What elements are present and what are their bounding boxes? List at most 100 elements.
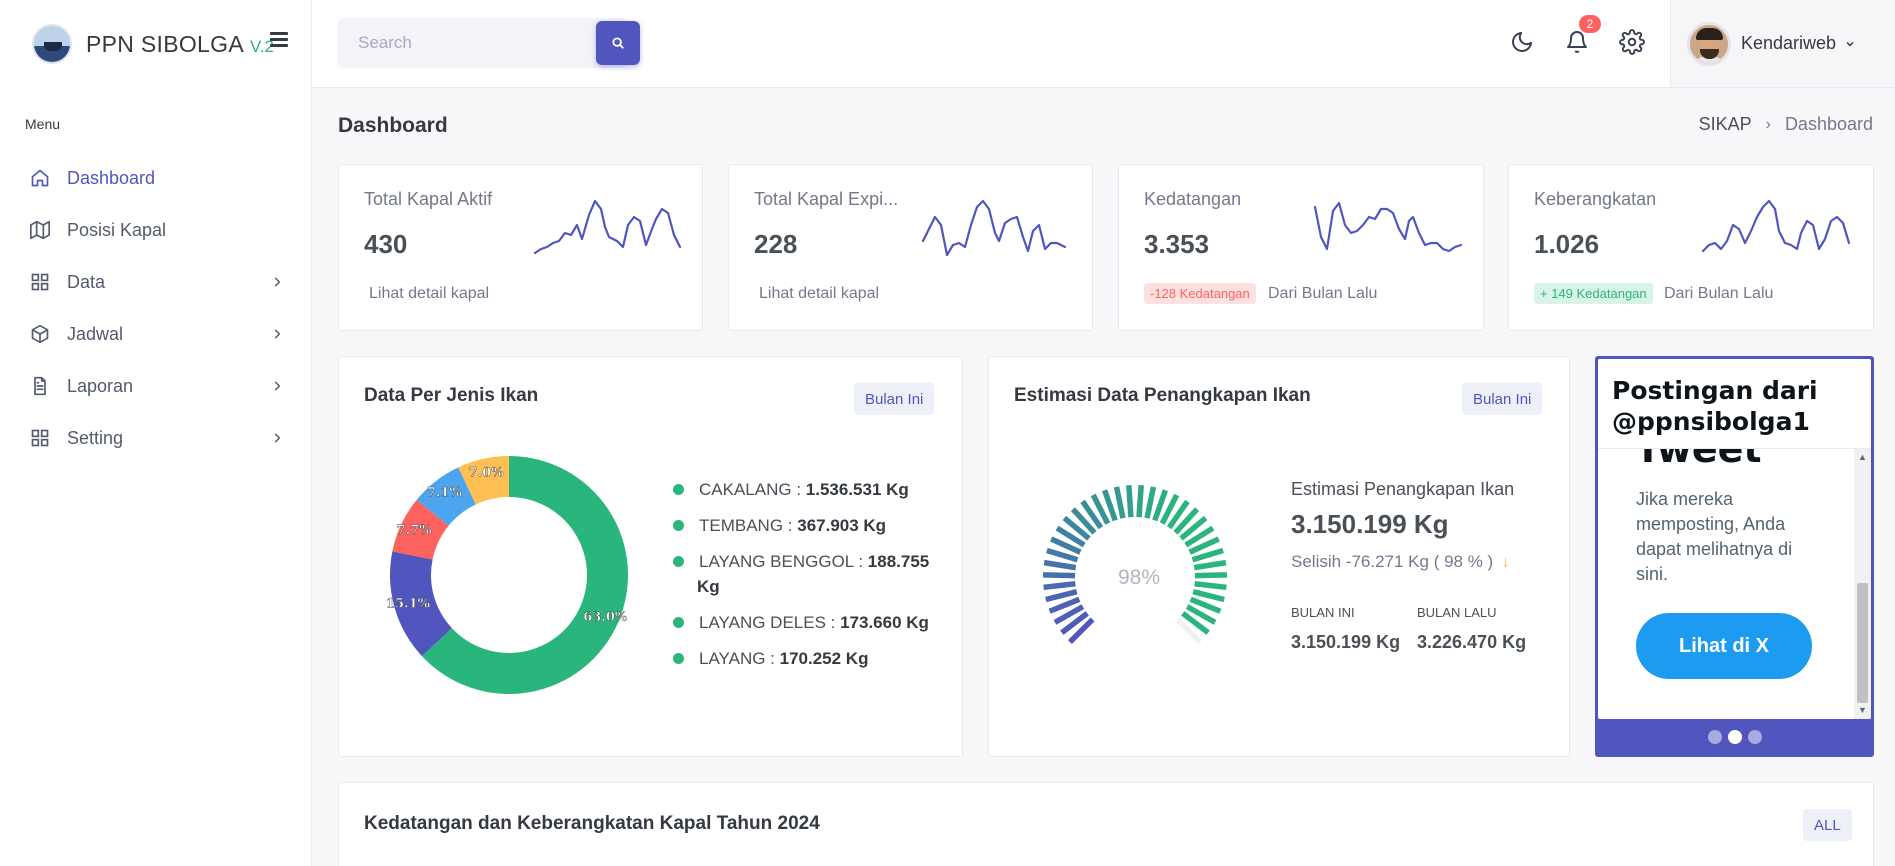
stat-value: 3.353: [1144, 229, 1210, 259]
stat-card-kedatangan: Kedatangan 3.353 -128 Kedatangan Dari Bu…: [1118, 164, 1484, 331]
brand-logo: [32, 24, 72, 64]
brand[interactable]: PPN SIBOLGA V.2: [32, 22, 274, 66]
chevron-right-icon: [274, 329, 281, 339]
legend-dot: [673, 617, 684, 628]
donut-slice[interactable]: [390, 551, 452, 657]
donut-slice[interactable]: [416, 467, 476, 526]
donut-slice-label: 7.0%: [469, 466, 505, 481]
breadcrumb-root[interactable]: SIKAP: [1698, 114, 1752, 134]
sidebar-item-label: Dashboard: [67, 167, 156, 188]
scroll-down-icon[interactable]: ▼: [1858, 705, 1867, 715]
gauge-segment: [1189, 596, 1222, 614]
gauge-percent-label: 98%: [1118, 566, 1160, 589]
chevron-right-icon: ›: [1765, 115, 1771, 133]
search-button[interactable]: [596, 21, 640, 65]
scrollbar-thumb[interactable]: [1857, 583, 1868, 703]
dark-mode-toggle[interactable]: [1508, 28, 1536, 56]
stat-note: Dari Bulan Lalu: [1664, 285, 1774, 302]
donut-slice-label: 7.1%: [427, 485, 463, 500]
stat-detail-link[interactable]: Lihat detail kapal: [759, 285, 880, 302]
gauge-segment: [1188, 536, 1220, 555]
gauge-segment: [1191, 547, 1224, 563]
donut-slice[interactable]: [421, 456, 628, 694]
home-icon: [30, 168, 50, 188]
card-title: Data Per Jenis Ikan: [364, 385, 539, 406]
sparkline-chart: [921, 199, 1067, 257]
menu-toggle-icon[interactable]: [270, 32, 288, 47]
scrollbar[interactable]: ▲ ▼: [1854, 449, 1871, 719]
gauge-segment: [1144, 486, 1157, 519]
gauge-segment: [1043, 559, 1077, 571]
estimation-gauge: 98%: [1042, 485, 1228, 644]
gauge-segment: [1166, 499, 1190, 530]
gauge-segment: [1046, 547, 1079, 563]
stat-label: Total Kapal Aktif: [364, 189, 493, 209]
grid-icon: [30, 272, 50, 292]
gauge-segment: [1152, 489, 1168, 522]
sidebar-item-label: Laporan: [67, 375, 134, 396]
gauge-segment: [1175, 617, 1202, 644]
user-menu[interactable]: Kendariweb: [1670, 0, 1895, 87]
gauge-segment: [1192, 588, 1225, 603]
gauge-segment: [1194, 580, 1227, 591]
gauge-segment: [1060, 611, 1089, 635]
notifications-button[interactable]: 2: [1563, 15, 1601, 56]
gauge-segment: [1113, 486, 1126, 519]
gauge-segment: [1048, 596, 1081, 614]
sidebar-item-data[interactable]: Data: [0, 256, 312, 308]
stat-change-badge: + 149 Kedatangan: [1534, 283, 1653, 304]
moon-icon: [1512, 32, 1532, 52]
chevron-right-icon: [274, 381, 281, 391]
gauge-segment: [1050, 536, 1082, 555]
twitter-embed-card: Tweet Jika mereka memposting, Anda dapat…: [1595, 356, 1874, 757]
gauge-segment: [1068, 617, 1095, 644]
twitter-message: Jika mereka memposting, Anda dapat melih…: [1636, 489, 1793, 584]
period-filter-button[interactable]: Bulan Ini: [1462, 383, 1543, 415]
stat-value: 430: [364, 229, 408, 259]
carousel-dot[interactable]: [1707, 730, 1722, 744]
gauge-segment: [1173, 507, 1200, 535]
legend-dot: [673, 520, 684, 531]
search-input[interactable]: [338, 18, 568, 68]
page-title: Dashboard: [338, 114, 448, 137]
stat-card-total-kapal-aktif: Total Kapal Aktif 430 Lihat detail kapal: [338, 164, 703, 331]
gear-icon: [1619, 29, 1645, 55]
sidebar-item-setting[interactable]: Setting: [0, 412, 312, 464]
period-filter-button[interactable]: ALL: [1803, 809, 1852, 841]
sidebar-item-posisi-kapal[interactable]: Posisi Kapal: [0, 204, 312, 256]
gauge-segment: [1194, 572, 1228, 579]
sidebar-item-jadwal[interactable]: Jadwal: [0, 308, 312, 360]
legend-item: CAKALANG : 1.536.531 Kg: [671, 477, 931, 502]
carousel-dot[interactable]: [1747, 730, 1762, 744]
stat-label: Total Kapal Expi...: [754, 189, 899, 209]
donut-slice[interactable]: [392, 499, 449, 560]
gauge-segment: [1185, 604, 1217, 625]
scroll-up-icon[interactable]: ▲: [1858, 452, 1867, 462]
view-on-x-button[interactable]: Lihat di X: [1636, 613, 1812, 679]
donut-slice[interactable]: [458, 456, 509, 505]
fish-donut-chart: 63.0% 15.1% 7.7% 7.1% 7.0%: [387, 456, 628, 694]
carousel-indicators: [1595, 730, 1874, 744]
sparkline-chart: [533, 199, 682, 255]
sparkline-chart: [1313, 201, 1463, 253]
search-icon: [612, 37, 624, 49]
gauge-segment: [1055, 525, 1086, 548]
stat-label: Keberangkatan: [1534, 189, 1657, 209]
gauge-segment: [1126, 485, 1134, 518]
breadcrumb: SIKAP › Dashboard: [1699, 114, 1873, 135]
this-month-stat: BULAN INI 3.150.199 Kg: [1291, 605, 1400, 653]
sidebar-item-label: Data: [67, 271, 106, 292]
sidebar-item-label: Jadwal: [67, 323, 124, 344]
carousel-dot-active[interactable]: [1727, 730, 1742, 744]
sidebar-item-dashboard[interactable]: Dashboard: [0, 152, 312, 204]
gauge-segment: [1181, 611, 1210, 635]
legend-dot: [673, 653, 684, 664]
period-filter-button[interactable]: Bulan Ini: [854, 383, 935, 415]
legend-dot: [673, 484, 684, 495]
stat-detail-link[interactable]: Lihat detail kapal: [369, 285, 490, 302]
gauge-segment: [1179, 515, 1208, 541]
sidebar-item-laporan[interactable]: Laporan: [0, 360, 312, 412]
sparkline-chart: [1701, 199, 1851, 253]
settings-button[interactable]: [1618, 28, 1646, 56]
twitter-timeline: Tweet Jika mereka memposting, Anda dapat…: [1598, 359, 1871, 719]
